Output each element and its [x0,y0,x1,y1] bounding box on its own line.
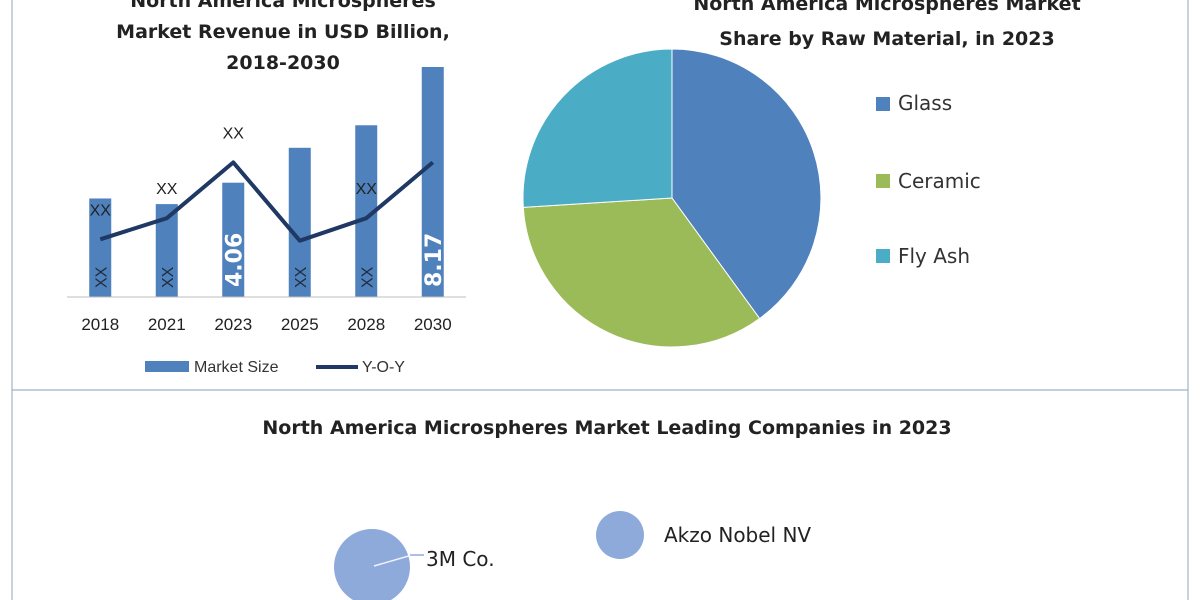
revenue-chart-title-line-1: North America Microspheres [130,0,436,12]
leading-companies-section: North America Microspheres Market Leadin… [262,417,952,600]
companies-title: North America Microspheres Market Leadin… [262,417,951,439]
legend-label-glass: Glass [898,91,952,115]
bar-2018 [89,198,112,297]
raw-material-pie-chart: North America Microspheres Market Share … [522,0,1081,348]
x-tick-2025: 2025 [281,315,319,334]
bubble-3m-leader [373,554,413,567]
legend-label-fly-ash: Fly Ash [898,244,970,268]
revenue-chart-title-line-2: Market Revenue in USD Billion, [116,21,450,43]
pie-chart-title-line-1: North America Microspheres Market [693,0,1080,15]
legend-label-yoy: Y-O-Y [362,359,405,376]
revenue-bar-labels: XX XX 4.06 XX XX 8.17 [93,233,447,288]
pie-slice-fly-ash [522,48,673,208]
legend-swatch-fly-ash [876,249,890,263]
yoy-line-labels: XX XX XX XX [90,125,378,219]
legend-swatch-market-size [145,361,189,372]
bar-2025 [288,147,311,297]
x-tick-2030: 2030 [414,315,452,334]
bar-label-2028: XX [359,266,376,288]
bubble-akzo-nobel [596,511,644,559]
bar-2030 [421,67,444,297]
revenue-combo-chart: North America Microspheres Market Revenu… [67,0,466,376]
x-axis-ticks: 2018 2021 2023 2025 2028 2030 [81,315,451,334]
yoy-label-2018: XX [90,202,112,219]
pie-slice-glass [671,48,822,320]
yoy-label-2021: XX [156,181,178,198]
bar-label-2021: XX [160,266,177,288]
yoy-label-2028: XX [356,181,378,198]
pie-chart-title-line-2: Share by Raw Material, in 2023 [719,28,1054,50]
revenue-bars [89,67,444,298]
bar-2023 [222,182,245,297]
revenue-chart-title-line-3: 2018-2030 [226,52,340,74]
x-tick-2018: 2018 [81,315,119,334]
bar-2021 [155,204,178,297]
legend-label-ceramic: Ceramic [898,169,981,193]
x-tick-2021: 2021 [148,315,186,334]
pie-slices [522,48,822,348]
legend-swatch-glass [876,97,890,111]
yoy-series-line [99,160,435,243]
bar-label-2030: 8.17 [422,233,447,287]
bar-label-2025: XX [293,266,310,288]
pie-slice-ceramic [522,197,761,348]
x-tick-2028: 2028 [347,315,385,334]
pie-legend: Glass Ceramic Fly Ash [876,91,981,268]
bar-label-2018: XX [93,266,110,288]
bubble-3m [334,529,410,600]
yoy-label-2023: XX [223,125,245,142]
x-tick-2023: 2023 [214,315,252,334]
legend-label-market-size: Market Size [194,359,279,376]
company-label-akzo-nobel: Akzo Nobel NV [664,523,811,547]
bar-2028 [355,125,378,298]
revenue-legend: Market Size Y-O-Y [145,359,405,376]
company-label-3m: 3M Co. [426,547,495,571]
legend-swatch-ceramic [876,174,890,188]
bar-label-2023: 4.06 [222,233,247,287]
